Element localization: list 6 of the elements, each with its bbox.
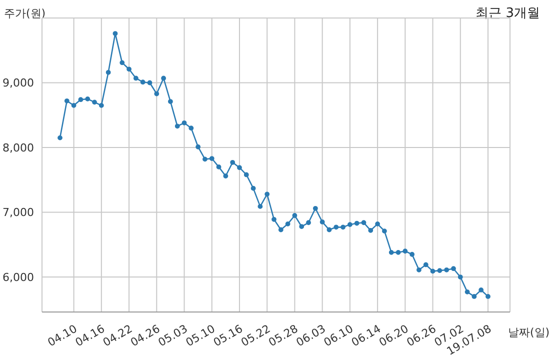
y-axis-title: 주가(원) [4,6,46,21]
y-tick-label: 8,000 [2,141,34,154]
x-axis-title: 날짜(일) [508,325,550,340]
y-tick-label: 7,000 [2,206,34,220]
y-tick-label: 6,000 [2,270,34,284]
y-tick-label: 9,000 [2,76,34,90]
